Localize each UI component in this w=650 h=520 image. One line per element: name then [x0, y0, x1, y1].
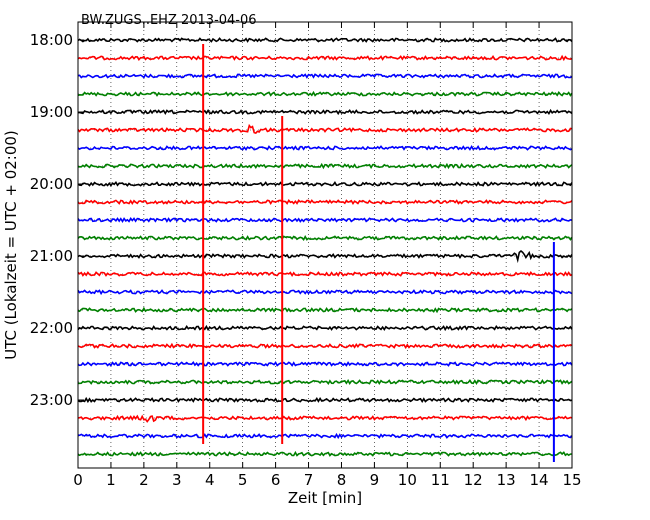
trace-2245	[77, 378, 573, 386]
trace-2000	[77, 181, 573, 188]
y-tick-label: 23:00	[30, 391, 73, 409]
y-tick-label: 22:00	[30, 319, 73, 337]
trace-1915	[77, 123, 573, 135]
x-tick-label: 0	[73, 471, 83, 489]
trace-1900	[77, 108, 573, 116]
x-tick-label: 2	[139, 471, 149, 489]
trace-2200	[77, 324, 573, 332]
x-tick-label: 15	[562, 471, 581, 489]
trace-2315	[77, 414, 573, 423]
trace-2045	[77, 234, 573, 241]
trace-2145	[77, 306, 573, 314]
trace-2100	[77, 249, 573, 264]
trace-2330	[77, 432, 573, 440]
x-tick-label: 14	[530, 471, 549, 489]
x-tick-label: 13	[497, 471, 516, 489]
trace-2230	[77, 361, 573, 367]
trace-1845	[77, 90, 573, 97]
x-tick-label: 7	[304, 471, 314, 489]
trace-2030	[77, 216, 573, 223]
x-tick-label: 5	[238, 471, 248, 489]
trace-1800	[77, 37, 573, 43]
events	[202, 44, 555, 462]
x-tick-label: 6	[271, 471, 281, 489]
trace-2015	[77, 198, 573, 206]
x-axis-label: Zeit [min]	[288, 489, 362, 507]
trace-1830	[77, 73, 573, 79]
plot-frame	[77, 21, 573, 469]
trace-2345	[77, 450, 573, 457]
grid	[78, 22, 572, 468]
x-tick-label: 8	[337, 471, 347, 489]
trace-2215	[77, 342, 573, 350]
x-tick-label: 11	[431, 471, 450, 489]
ticks: 0 1 2 3 4 5 6 7 8 9 10 11 12 13 14 1518:0019:0020:0021:…	[30, 22, 582, 489]
x-tick-label: 3	[172, 471, 182, 489]
traces	[77, 37, 573, 457]
x-tick-label: 1	[106, 471, 116, 489]
y-tick-label: 19:00	[30, 103, 73, 121]
trace-2130	[77, 289, 573, 296]
chart-title: BW.ZUGS..EHZ 2013-04-06	[81, 13, 257, 28]
y-tick-label: 18:00	[30, 31, 73, 49]
y-tick-label: 21:00	[30, 247, 73, 265]
x-tick-label: 10	[398, 471, 417, 489]
x-tick-label: 12	[464, 471, 483, 489]
y-axis-label: UTC (Lokalzeit = UTC + 02:00)	[2, 130, 20, 360]
x-tick-label: 4	[205, 471, 215, 489]
trace-1930	[77, 144, 573, 151]
y-tick-label: 20:00	[30, 175, 73, 193]
trace-1945	[77, 162, 573, 170]
x-tick-label: 9	[370, 471, 380, 489]
trace-2115	[77, 270, 573, 278]
trace-1815	[77, 54, 573, 62]
trace-2300	[77, 396, 573, 404]
